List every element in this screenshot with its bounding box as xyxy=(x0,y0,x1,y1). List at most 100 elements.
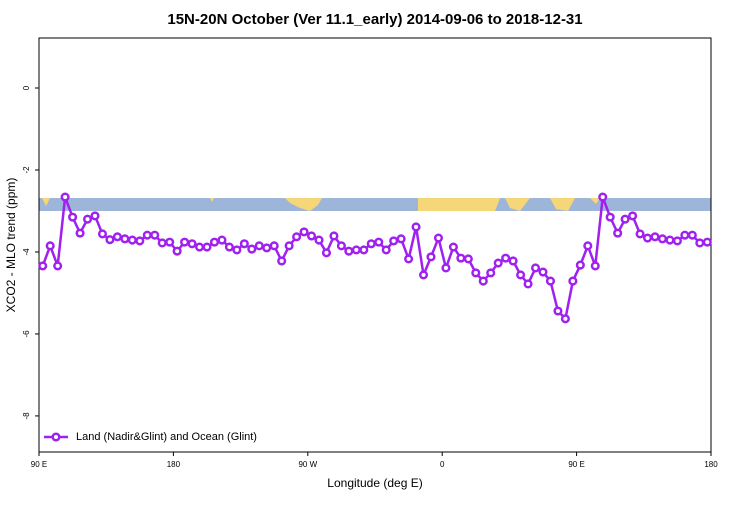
data-point xyxy=(262,243,272,253)
data-point xyxy=(478,276,488,286)
y-tick-label: 0 xyxy=(22,85,31,90)
data-point xyxy=(657,234,668,244)
x-tick-label: 90 E xyxy=(31,460,47,469)
data-point xyxy=(523,279,533,289)
data-point xyxy=(150,230,160,240)
data-point xyxy=(650,232,660,242)
data-point xyxy=(672,236,682,246)
data-point xyxy=(359,245,369,255)
data-point xyxy=(441,263,451,273)
data-point xyxy=(135,236,145,246)
data-point xyxy=(560,314,570,324)
data-point xyxy=(628,211,638,221)
data-point xyxy=(157,238,167,248)
data-point xyxy=(172,246,182,256)
x-tick-label: 180 xyxy=(704,460,718,469)
x-tick-label: 0 xyxy=(440,460,445,469)
data-point xyxy=(321,248,332,258)
data-point xyxy=(389,236,399,246)
legend-box xyxy=(40,423,280,451)
data-point xyxy=(598,192,608,202)
data-point xyxy=(239,239,249,249)
data-point xyxy=(463,254,473,264)
data-point xyxy=(194,242,205,252)
data-point xyxy=(38,261,48,271)
data-point xyxy=(366,239,376,249)
x-axis-label: Longitude (deg E) xyxy=(327,476,422,490)
x-tick-label: 180 xyxy=(167,460,181,469)
land-ocean-strip xyxy=(39,198,711,211)
chart-title: 15N-20N October (Ver 11.1_early) 2014-09… xyxy=(167,11,582,28)
data-point xyxy=(112,232,122,242)
data-point xyxy=(516,270,526,280)
data-point xyxy=(374,237,384,247)
data-point xyxy=(553,306,563,316)
legend: Land (Nadir&Glint) and Ocean (Glint) xyxy=(40,423,280,451)
data-point xyxy=(344,246,354,256)
data-point xyxy=(471,268,481,278)
legend-label: Land (Nadir&Glint) and Ocean (Glint) xyxy=(76,431,257,443)
data-point xyxy=(381,245,391,255)
y-axis-label: XCO2 - MLO trend (ppm) xyxy=(4,178,18,313)
data-point xyxy=(433,233,444,243)
plot-frame xyxy=(38,37,712,453)
data-point xyxy=(508,256,518,266)
data-point xyxy=(590,261,600,271)
data-point xyxy=(284,241,294,251)
data-point xyxy=(90,211,100,221)
data-point xyxy=(426,252,436,262)
data-point xyxy=(60,192,70,202)
data-point xyxy=(329,231,339,241)
data-point xyxy=(277,256,287,266)
data-point xyxy=(665,235,675,245)
data-point xyxy=(702,237,712,247)
data-point xyxy=(254,241,264,251)
data-point xyxy=(127,235,137,245)
data-point xyxy=(209,237,220,247)
data-point xyxy=(120,234,130,244)
x-tick-label: 90 W xyxy=(298,460,317,469)
data-point xyxy=(97,229,108,239)
data-point xyxy=(530,263,541,273)
y-tick-label: -4 xyxy=(22,248,31,256)
data-point xyxy=(187,239,197,249)
data-point xyxy=(411,222,421,232)
x-tick-label: 90 E xyxy=(568,460,584,469)
data-point xyxy=(642,233,653,243)
data-point xyxy=(418,270,429,280)
data-point xyxy=(105,235,115,245)
data-point xyxy=(695,238,705,248)
data-point xyxy=(583,241,593,251)
data-point xyxy=(635,229,645,239)
data-point xyxy=(575,260,585,270)
data-point xyxy=(687,230,697,240)
data-point xyxy=(224,242,234,252)
data-point xyxy=(292,232,302,242)
data-point xyxy=(545,276,556,286)
data-point xyxy=(180,237,190,247)
data-point xyxy=(501,253,511,263)
data-point xyxy=(336,241,346,251)
data-point xyxy=(202,242,212,252)
data-point xyxy=(620,214,630,224)
y-tick-label: -8 xyxy=(22,412,31,420)
data-point xyxy=(396,234,406,244)
data-point xyxy=(493,258,503,268)
data-point xyxy=(68,212,78,222)
data-point xyxy=(82,214,93,224)
data-point xyxy=(538,267,548,277)
data-point xyxy=(53,261,63,271)
data-point xyxy=(486,268,496,278)
data-point xyxy=(269,241,279,251)
data-point xyxy=(605,212,615,222)
y-tick-label: -2 xyxy=(22,166,31,174)
data-point xyxy=(680,230,690,240)
y-tick-label: -6 xyxy=(22,330,31,338)
data-point xyxy=(247,244,257,254)
data-point xyxy=(165,237,175,247)
data-point xyxy=(142,230,152,240)
legend-marker xyxy=(51,432,61,442)
data-point xyxy=(217,235,227,245)
data-point xyxy=(613,228,623,238)
